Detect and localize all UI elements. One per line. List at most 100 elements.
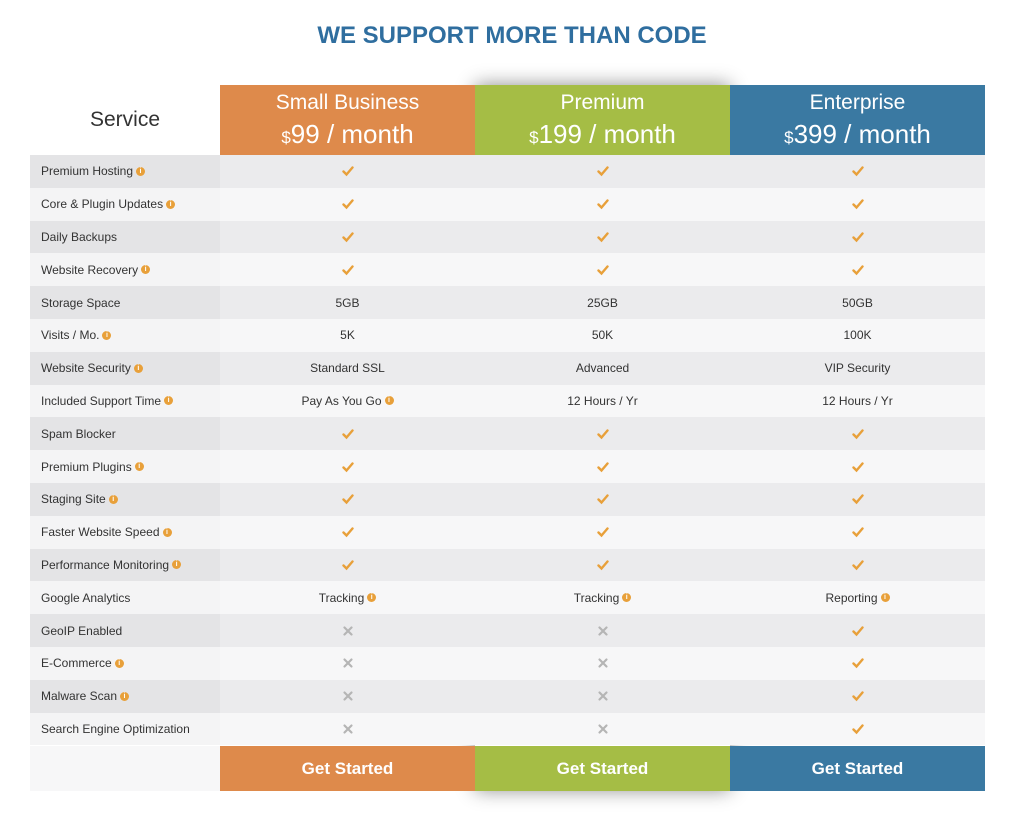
price: 99 / month xyxy=(290,118,414,149)
check-icon xyxy=(851,429,864,440)
feature-text: Staging Site xyxy=(41,492,106,507)
cell-text: 50K xyxy=(591,328,614,343)
feature-label: Faster Website Speed i xyxy=(30,515,220,549)
cross-icon xyxy=(342,625,353,636)
cell-text: VIP Security xyxy=(824,361,891,376)
check-icon xyxy=(851,494,864,505)
info-icon: i xyxy=(622,593,632,603)
feature-label: Included Support Time i xyxy=(30,384,220,418)
check-icon xyxy=(851,166,864,177)
feature-label: Performance Monitoring i xyxy=(30,548,220,582)
info-icon: i xyxy=(134,462,144,472)
check-icon xyxy=(851,199,864,210)
check-icon xyxy=(341,429,354,440)
check-icon xyxy=(596,461,609,472)
info-icon: i xyxy=(172,560,182,570)
table-cell xyxy=(220,155,475,188)
price: 399 / month xyxy=(793,118,931,149)
cell-text: 12 Hours / Yr xyxy=(567,393,638,408)
get-started-button[interactable]: Get Started xyxy=(730,746,985,792)
check-icon xyxy=(596,232,609,243)
feature-text: E-Commerce xyxy=(41,656,112,671)
feature-text: Visits / Mo. xyxy=(41,328,100,343)
cross-icon xyxy=(342,691,353,701)
table-cell xyxy=(730,483,985,516)
feature-label: Premium Hosting i xyxy=(30,155,220,188)
info-icon: i xyxy=(136,166,146,176)
table-cell xyxy=(475,483,730,516)
plan-name: Enterprise xyxy=(809,90,906,114)
feature-text: Spam Blocker xyxy=(41,426,116,441)
table-cell: Standard SSL xyxy=(220,351,475,385)
feature-text: Included Support Time xyxy=(41,393,162,408)
table-cell: 50GB xyxy=(730,286,985,319)
table-cell xyxy=(475,679,730,713)
table-cell xyxy=(220,253,475,287)
table-cell xyxy=(730,220,985,254)
feature-text: Premium Hosting xyxy=(41,164,134,179)
feature-text: Faster Website Speed xyxy=(41,525,160,540)
table-cell xyxy=(475,417,730,451)
table-cell: Advanced xyxy=(475,351,730,385)
check-icon xyxy=(851,265,864,276)
cross-icon xyxy=(597,691,608,701)
check-icon xyxy=(851,560,864,571)
table-cell xyxy=(730,417,985,451)
feature-text: Search Engine Optimization xyxy=(41,721,190,736)
table-cell xyxy=(475,253,730,287)
info-icon: i xyxy=(162,527,172,537)
check-icon xyxy=(596,199,609,210)
feature-label: Premium Plugins i xyxy=(30,450,220,483)
feature-text: Daily Backups xyxy=(41,229,118,244)
cell-text: Reporting xyxy=(825,590,878,605)
plan-header: Premium $199 / month xyxy=(475,85,730,155)
check-icon xyxy=(596,166,609,177)
check-icon xyxy=(341,560,354,571)
feature-label: Storage Space xyxy=(30,286,220,319)
table-cell xyxy=(730,614,985,647)
check-icon xyxy=(596,494,609,505)
currency: $ xyxy=(529,127,539,147)
table-cell xyxy=(220,548,475,582)
currency: $ xyxy=(784,127,794,147)
table-cell: Tracking i xyxy=(475,581,730,615)
check-icon xyxy=(596,560,609,571)
plan-header: Enterprise $399 / month xyxy=(730,85,985,155)
get-started-button[interactable]: Get Started xyxy=(475,746,730,792)
plan-price: $399 / month xyxy=(784,119,931,150)
title: WE SUPPORT MORE THAN CODE xyxy=(317,22,707,49)
table-cell: Reporting i xyxy=(730,581,985,615)
check-icon xyxy=(596,527,609,538)
table-cell xyxy=(730,155,985,188)
table-cell xyxy=(475,712,730,746)
feature-text: Core & Plugin Updates xyxy=(41,197,164,212)
table-cell xyxy=(220,515,475,549)
table-cell xyxy=(220,220,475,254)
check-icon xyxy=(341,527,354,538)
table-cell: 12 Hours / Yr xyxy=(730,384,985,418)
feature-label: Daily Backups xyxy=(30,220,220,254)
feature-label: E-Commerce i xyxy=(30,647,220,680)
cell-text: Tracking xyxy=(318,590,365,605)
table-cell xyxy=(220,712,475,746)
cell-text: 5GB xyxy=(335,295,360,310)
cross-icon xyxy=(597,625,608,636)
check-icon xyxy=(341,265,354,276)
feature-label: Google Analytics xyxy=(30,581,220,615)
info-icon: i xyxy=(133,363,143,373)
info-icon: i xyxy=(102,330,112,340)
check-icon xyxy=(341,166,354,177)
info-icon: i xyxy=(367,593,377,603)
get-started-button[interactable]: Get Started xyxy=(220,746,475,792)
cell-text: Advanced xyxy=(575,361,630,376)
cross-icon xyxy=(597,658,608,668)
service-header: Service xyxy=(89,108,161,131)
table-cell xyxy=(220,614,475,647)
table-cell xyxy=(730,253,985,287)
feature-label: Spam Blocker xyxy=(30,417,220,451)
table-cell xyxy=(730,647,985,680)
table-cell: 50K xyxy=(475,319,730,352)
table-cell: Pay As You Go i xyxy=(220,384,475,418)
table-cell xyxy=(730,515,985,549)
